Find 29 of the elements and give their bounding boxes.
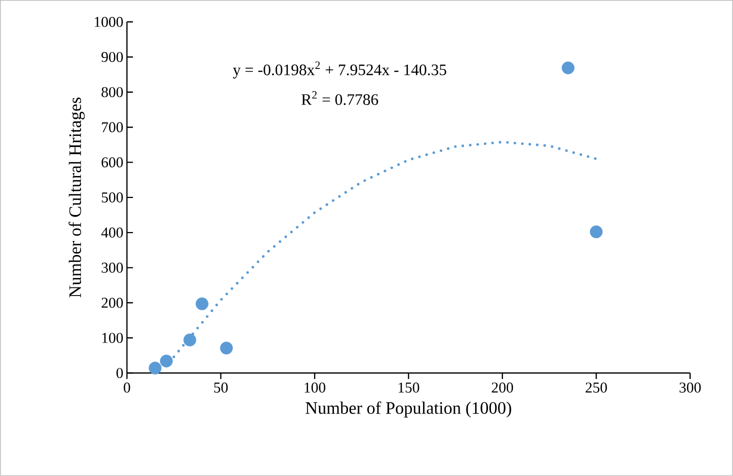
y-axis-title: Number of Cultural Hritages (68, 98, 85, 298)
x-tick-label: 250 (586, 382, 607, 393)
annotation: R$^{2}$ = 0.7786 (302, 91, 378, 106)
x-axis-title: Number of Population (1000) (306, 401, 512, 418)
y-tick-label: 300 (102, 262, 123, 273)
annotation: y = -0.0198x$^{2}$ + 7.9524x - 140.35 (232, 61, 446, 79)
point (183, 334, 196, 346)
y-tick-label: 700 (102, 122, 123, 132)
point (562, 62, 574, 74)
x-tick-label: 100 (304, 382, 326, 393)
y-tick-label: 400 (101, 228, 123, 238)
y-tick-label: 600 (102, 157, 123, 168)
point (220, 342, 233, 354)
point (590, 226, 603, 238)
point (196, 297, 208, 310)
x-tick-label: 50 (214, 382, 228, 393)
point (148, 362, 162, 374)
x-tick-label: 0 (124, 382, 130, 393)
y-tick-label: 200 (102, 298, 123, 308)
y-tick-label: 500 (102, 192, 123, 203)
y-tick-label: 0 (116, 368, 123, 378)
point (160, 354, 173, 368)
x-tick-label: 300 (680, 382, 701, 393)
y-tick-label: 1000 (94, 16, 123, 27)
x-tick-label: 150 (398, 382, 420, 393)
y-tick-label: 900 (101, 52, 123, 62)
x-tick-label: 200 (492, 382, 514, 393)
y-tick-label: 100 (102, 332, 123, 343)
y-tick-label: 800 (102, 87, 123, 98)
